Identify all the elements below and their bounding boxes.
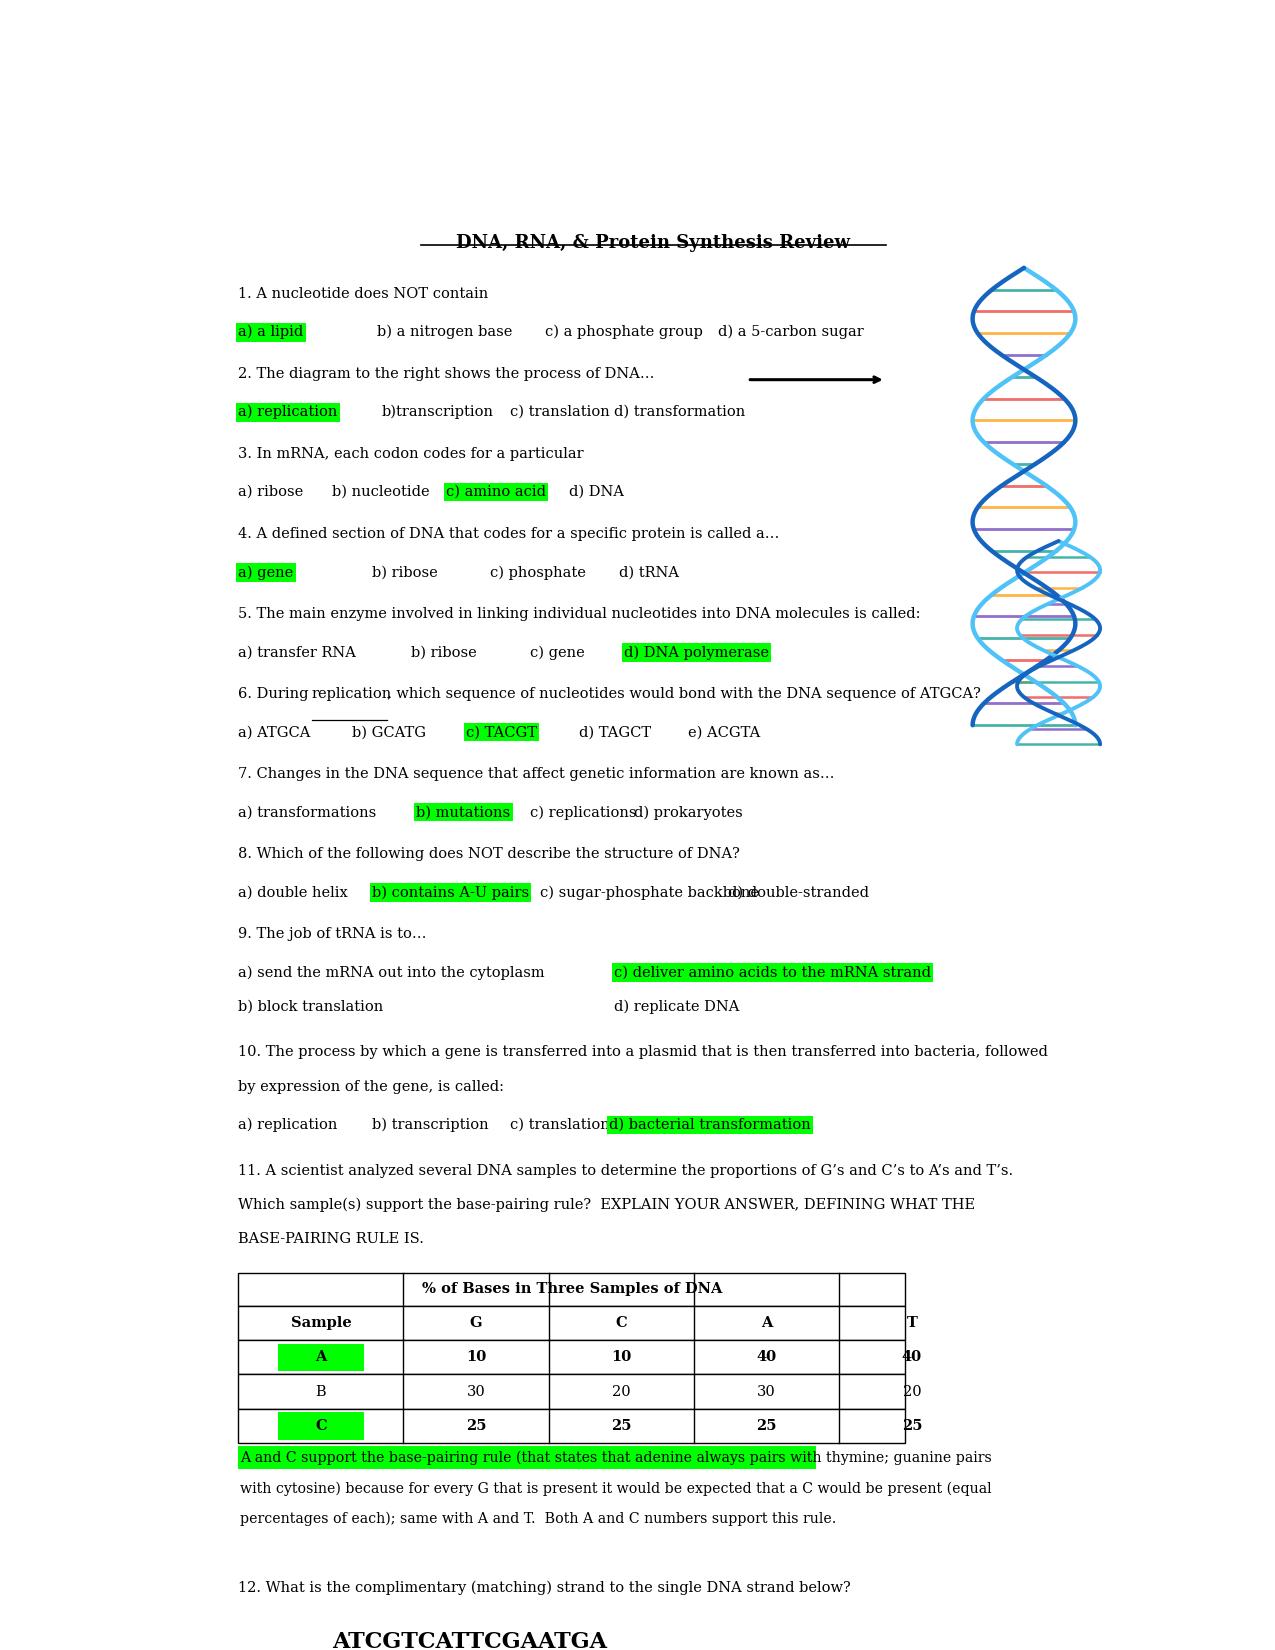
Text: % of Bases in Three Samples of DNA: % of Bases in Three Samples of DNA <box>422 1282 722 1297</box>
Bar <box>278 1412 363 1440</box>
Text: b) nucleotide: b) nucleotide <box>333 485 430 500</box>
Text: c) deliver amino acids to the mRNA strand: c) deliver amino acids to the mRNA stran… <box>615 965 931 980</box>
Text: A and C support the base-pairing rule (that states that adenine always pairs wit: A and C support the base-pairing rule (t… <box>241 1450 992 1465</box>
Text: b) contains A-U pairs: b) contains A-U pairs <box>372 886 529 899</box>
Text: b) a nitrogen base: b) a nitrogen base <box>377 325 513 340</box>
Text: , which sequence of nucleotides would bond with the DNA sequence of ATGCA?: , which sequence of nucleotides would bo… <box>386 686 980 701</box>
Text: c) amino acid: c) amino acid <box>446 485 546 500</box>
Text: 25: 25 <box>901 1419 922 1432</box>
Text: 8. Which of the following does NOT describe the structure of DNA?: 8. Which of the following does NOT descr… <box>238 846 741 861</box>
Text: d) TAGCT: d) TAGCT <box>579 726 652 739</box>
Text: b) block translation: b) block translation <box>238 1000 384 1013</box>
Text: 20: 20 <box>903 1384 921 1399</box>
Text: Sample: Sample <box>291 1317 352 1330</box>
Text: a) gene: a) gene <box>238 566 293 579</box>
Text: d) replicate DNA: d) replicate DNA <box>615 1000 739 1015</box>
Text: 10: 10 <box>611 1350 631 1365</box>
Text: 40: 40 <box>901 1350 922 1365</box>
Text: d) a 5-carbon sugar: d) a 5-carbon sugar <box>718 325 863 340</box>
Text: percentages of each); same with A and T.  Both A and C numbers support this rule: percentages of each); same with A and T.… <box>241 1511 836 1526</box>
Text: 30: 30 <box>467 1384 486 1399</box>
Bar <box>278 1343 363 1371</box>
Text: c) translation: c) translation <box>510 1117 609 1132</box>
Text: e) ACGTA: e) ACGTA <box>688 726 760 739</box>
Text: b) transcription: b) transcription <box>372 1117 488 1132</box>
Text: 20: 20 <box>612 1384 631 1399</box>
Text: a) send the mRNA out into the cytoplasm: a) send the mRNA out into the cytoplasm <box>238 965 544 980</box>
Text: Which sample(s) support the base-pairing rule?  EXPLAIN YOUR ANSWER, DEFINING WH: Which sample(s) support the base-pairing… <box>238 1198 975 1213</box>
Text: d) transformation: d) transformation <box>615 406 745 419</box>
Text: c) TACGT: c) TACGT <box>465 726 537 739</box>
Text: A: A <box>315 1350 326 1365</box>
Text: b) GCATG: b) GCATG <box>352 726 426 739</box>
Text: c) sugar-phosphate backbone: c) sugar-phosphate backbone <box>539 886 759 899</box>
Text: with cytosine) because for every G that is present it would be expected that a C: with cytosine) because for every G that … <box>241 1482 992 1495</box>
Text: 4. A defined section of DNA that codes for a specific protein is called a…: 4. A defined section of DNA that codes f… <box>238 526 780 541</box>
Bar <box>238 1409 905 1444</box>
Text: 11. A scientist analyzed several DNA samples to determine the proportions of G’s: 11. A scientist analyzed several DNA sam… <box>238 1163 1014 1178</box>
Text: 1. A nucleotide does NOT contain: 1. A nucleotide does NOT contain <box>238 287 488 300</box>
Text: c) a phosphate group: c) a phosphate group <box>544 325 703 340</box>
Text: d) bacterial transformation: d) bacterial transformation <box>609 1117 811 1132</box>
Bar <box>238 1374 905 1409</box>
Text: B: B <box>316 1384 326 1399</box>
Text: d) DNA: d) DNA <box>570 485 625 500</box>
Text: DNA, RNA, & Protein Synthesis Review: DNA, RNA, & Protein Synthesis Review <box>456 234 850 251</box>
Bar <box>238 1340 905 1374</box>
Text: G: G <box>469 1317 482 1330</box>
Text: 10: 10 <box>465 1350 486 1365</box>
Text: a) transformations: a) transformations <box>238 805 376 820</box>
Bar <box>238 1305 905 1340</box>
Text: 7. Changes in the DNA sequence that affect genetic information are known as…: 7. Changes in the DNA sequence that affe… <box>238 767 835 780</box>
Text: 25: 25 <box>756 1419 776 1432</box>
Text: a) replication: a) replication <box>238 1117 338 1132</box>
Text: b)transcription: b)transcription <box>381 406 493 419</box>
Text: a) double helix: a) double helix <box>238 886 348 899</box>
Text: C: C <box>315 1419 326 1432</box>
Text: 10. The process by which a gene is transferred into a plasmid that is then trans: 10. The process by which a gene is trans… <box>238 1046 1048 1059</box>
Text: T: T <box>907 1317 917 1330</box>
Text: 25: 25 <box>611 1419 631 1432</box>
Text: 30: 30 <box>757 1384 776 1399</box>
Text: 25: 25 <box>465 1419 486 1432</box>
Text: c) replications: c) replications <box>530 805 636 820</box>
Text: b) ribose: b) ribose <box>372 566 437 579</box>
Text: A: A <box>761 1317 773 1330</box>
Text: 3. In mRNA, each codon codes for a particular: 3. In mRNA, each codon codes for a parti… <box>238 447 584 460</box>
Text: a) ribose: a) ribose <box>238 485 303 500</box>
Text: 6. During: 6. During <box>238 686 314 701</box>
Text: c) translation: c) translation <box>510 406 609 419</box>
Text: b) mutations: b) mutations <box>416 805 510 820</box>
Text: c) gene: c) gene <box>530 645 585 660</box>
Bar <box>238 1272 905 1305</box>
Text: a) ATGCA: a) ATGCA <box>238 726 311 739</box>
Text: c) phosphate: c) phosphate <box>491 566 586 579</box>
Text: 2. The diagram to the right shows the process of DNA…: 2. The diagram to the right shows the pr… <box>238 366 655 381</box>
Text: 9. The job of tRNA is to…: 9. The job of tRNA is to… <box>238 927 427 940</box>
Text: d) tRNA: d) tRNA <box>618 566 678 579</box>
Text: d) double-stranded: d) double-stranded <box>728 886 868 899</box>
Text: C: C <box>616 1317 627 1330</box>
Text: d) DNA polymerase: d) DNA polymerase <box>623 645 769 660</box>
Text: b) ribose: b) ribose <box>412 645 477 660</box>
Text: a) a lipid: a) a lipid <box>238 325 303 340</box>
Text: ATCGTCATTCGAATGA: ATCGTCATTCGAATGA <box>333 1632 607 1650</box>
Text: 5. The main enzyme involved in linking individual nucleotides into DNA molecules: 5. The main enzyme involved in linking i… <box>238 607 921 620</box>
Text: d) prokaryotes: d) prokaryotes <box>634 805 742 820</box>
Bar <box>238 1445 816 1543</box>
Text: a) replication: a) replication <box>238 406 338 419</box>
Text: 12. What is the complimentary (matching) strand to the single DNA strand below?: 12. What is the complimentary (matching)… <box>238 1581 852 1594</box>
Text: BASE-PAIRING RULE IS.: BASE-PAIRING RULE IS. <box>238 1233 425 1246</box>
Text: 40: 40 <box>756 1350 776 1365</box>
Text: a) transfer RNA: a) transfer RNA <box>238 645 356 660</box>
Text: replication: replication <box>311 686 391 701</box>
Text: by expression of the gene, is called:: by expression of the gene, is called: <box>238 1079 505 1094</box>
